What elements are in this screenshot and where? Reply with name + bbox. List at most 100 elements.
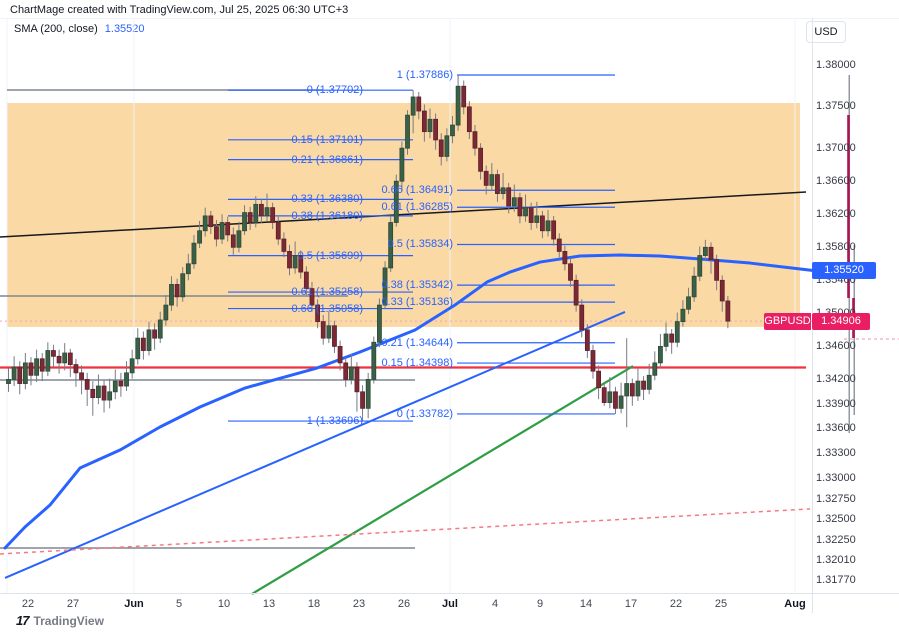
candle-up bbox=[377, 304, 382, 343]
candle-up bbox=[202, 215, 208, 232]
candle-down bbox=[590, 350, 596, 372]
candle-down bbox=[17, 366, 23, 384]
candle-down bbox=[39, 358, 45, 372]
time-axis-border bbox=[0, 593, 899, 594]
fib-a-label[interactable]: 0.61 (1.35258) bbox=[291, 286, 363, 299]
fib-a-label[interactable]: 0.33 (1.36380) bbox=[291, 193, 363, 206]
fib-a-label[interactable]: 0.5 (1.35699) bbox=[297, 249, 363, 262]
candle-up bbox=[96, 385, 101, 398]
date-axis-label: 23 bbox=[352, 598, 366, 610]
price-axis-label: 1.32750 bbox=[816, 492, 856, 505]
price-axis-label: 1.34600 bbox=[816, 339, 856, 352]
candle-down bbox=[101, 385, 107, 401]
blue-trendline[interactable] bbox=[4, 311, 626, 579]
candle-up bbox=[124, 372, 129, 387]
candle-up bbox=[500, 187, 506, 194]
candle-down bbox=[596, 370, 601, 389]
fib-a-label[interactable]: 0.15 (1.37101) bbox=[291, 133, 363, 146]
candle-up bbox=[399, 147, 405, 182]
candle-down bbox=[556, 238, 562, 252]
date-axis-label: Jul bbox=[442, 598, 458, 610]
candle-down bbox=[270, 207, 276, 223]
candle-down bbox=[315, 304, 321, 323]
candle-down bbox=[56, 355, 62, 364]
fib-b-label[interactable]: 1 (1.37886) bbox=[396, 69, 453, 81]
tradingview-logo[interactable]: 17 TradingView bbox=[16, 613, 104, 628]
candle-down bbox=[298, 255, 304, 273]
fib-b-label[interactable]: 0.21 (1.34644) bbox=[381, 336, 453, 349]
fib-b-label[interactable]: 0.66 (1.36491) bbox=[381, 184, 453, 197]
candle-down bbox=[506, 187, 512, 207]
candle-up bbox=[11, 366, 17, 380]
fib-a-label[interactable]: 1 (1.33696) bbox=[306, 415, 363, 428]
candle-down bbox=[214, 226, 219, 240]
sma-200-line[interactable] bbox=[3, 253, 814, 550]
price-axis-label: 1.37000 bbox=[816, 141, 856, 154]
candle-up bbox=[365, 379, 371, 409]
fib-b-label[interactable]: 0.38 (1.35342) bbox=[381, 279, 453, 292]
fib-b-label[interactable]: 0.15 (1.34398) bbox=[381, 357, 453, 370]
candle-down bbox=[281, 238, 287, 252]
candle-up bbox=[444, 135, 450, 157]
fib-a-label[interactable]: 0.21 (1.36861) bbox=[291, 153, 363, 166]
chart-title-bar: ChartMage created with TradingView.com, … bbox=[10, 4, 349, 16]
candle-up bbox=[292, 255, 298, 269]
price-axis-label: 1.33300 bbox=[816, 447, 856, 460]
candle-up bbox=[107, 391, 113, 401]
date-axis-label: 25 bbox=[714, 598, 728, 610]
indicator-legend[interactable]: SMA (200, close) 1.35520 bbox=[14, 23, 145, 35]
candle-up bbox=[646, 374, 652, 390]
black-trendline[interactable] bbox=[0, 191, 807, 238]
fib-a-label[interactable]: 0.66 (1.35058) bbox=[291, 302, 363, 315]
candle-down bbox=[208, 215, 214, 228]
candle-down bbox=[562, 251, 568, 265]
pink-dashed-trendline[interactable] bbox=[0, 508, 811, 555]
candle-up bbox=[393, 180, 399, 223]
candle-up bbox=[197, 230, 202, 244]
green-trendline[interactable] bbox=[251, 365, 634, 595]
candle-up bbox=[680, 308, 686, 323]
date-axis-label: Jun bbox=[124, 598, 144, 610]
candle-up bbox=[697, 255, 703, 277]
fib-b-label[interactable]: 0 (1.33782) bbox=[396, 407, 453, 420]
candle-down bbox=[466, 106, 472, 133]
candle-down bbox=[79, 372, 84, 380]
candle-up bbox=[410, 96, 416, 116]
sma-legend-value: 1.35520 bbox=[104, 23, 145, 35]
candle-down bbox=[708, 246, 714, 261]
candle-up bbox=[191, 242, 197, 265]
candle-up bbox=[405, 114, 410, 149]
candle-up bbox=[62, 352, 68, 364]
candle-up bbox=[348, 366, 354, 380]
date-axis-label: 9 bbox=[536, 598, 544, 610]
candle-down bbox=[719, 279, 725, 302]
candle-down bbox=[320, 321, 326, 339]
symbol-price-badge: 1.34906 bbox=[812, 312, 870, 330]
fib-b-label[interactable]: 0.33 (1.35136) bbox=[381, 296, 453, 309]
candle-down bbox=[28, 362, 34, 376]
sma-price-badge: 1.35520 bbox=[812, 261, 876, 279]
currency-usd-button[interactable]: USD bbox=[806, 21, 846, 43]
date-axis-label: 27 bbox=[66, 598, 80, 610]
toolbar-separator bbox=[0, 18, 899, 19]
candle-down bbox=[613, 391, 618, 409]
candle-down bbox=[433, 118, 439, 141]
fib-a-label[interactable]: 0 (1.37702) bbox=[306, 84, 363, 97]
price-axis-label: 1.34200 bbox=[816, 372, 856, 385]
candle-up bbox=[450, 124, 455, 137]
candle-down bbox=[461, 85, 467, 108]
candle-down bbox=[73, 364, 79, 374]
fib-a-label[interactable]: 0.38 (1.36180) bbox=[291, 209, 363, 222]
candle-up bbox=[618, 395, 624, 409]
candle-down bbox=[551, 220, 557, 240]
candle-up bbox=[523, 207, 528, 217]
candle-down bbox=[601, 387, 607, 403]
fib-b-label[interactable]: 0.5 (1.35834) bbox=[387, 238, 453, 251]
candle-up bbox=[691, 275, 697, 298]
date-axis-label: 13 bbox=[262, 598, 276, 610]
fib-b-label[interactable]: 0.61 (1.36285) bbox=[381, 201, 453, 214]
date-axis-label: 14 bbox=[579, 598, 593, 610]
price-axis-label: 1.32010 bbox=[816, 553, 856, 566]
